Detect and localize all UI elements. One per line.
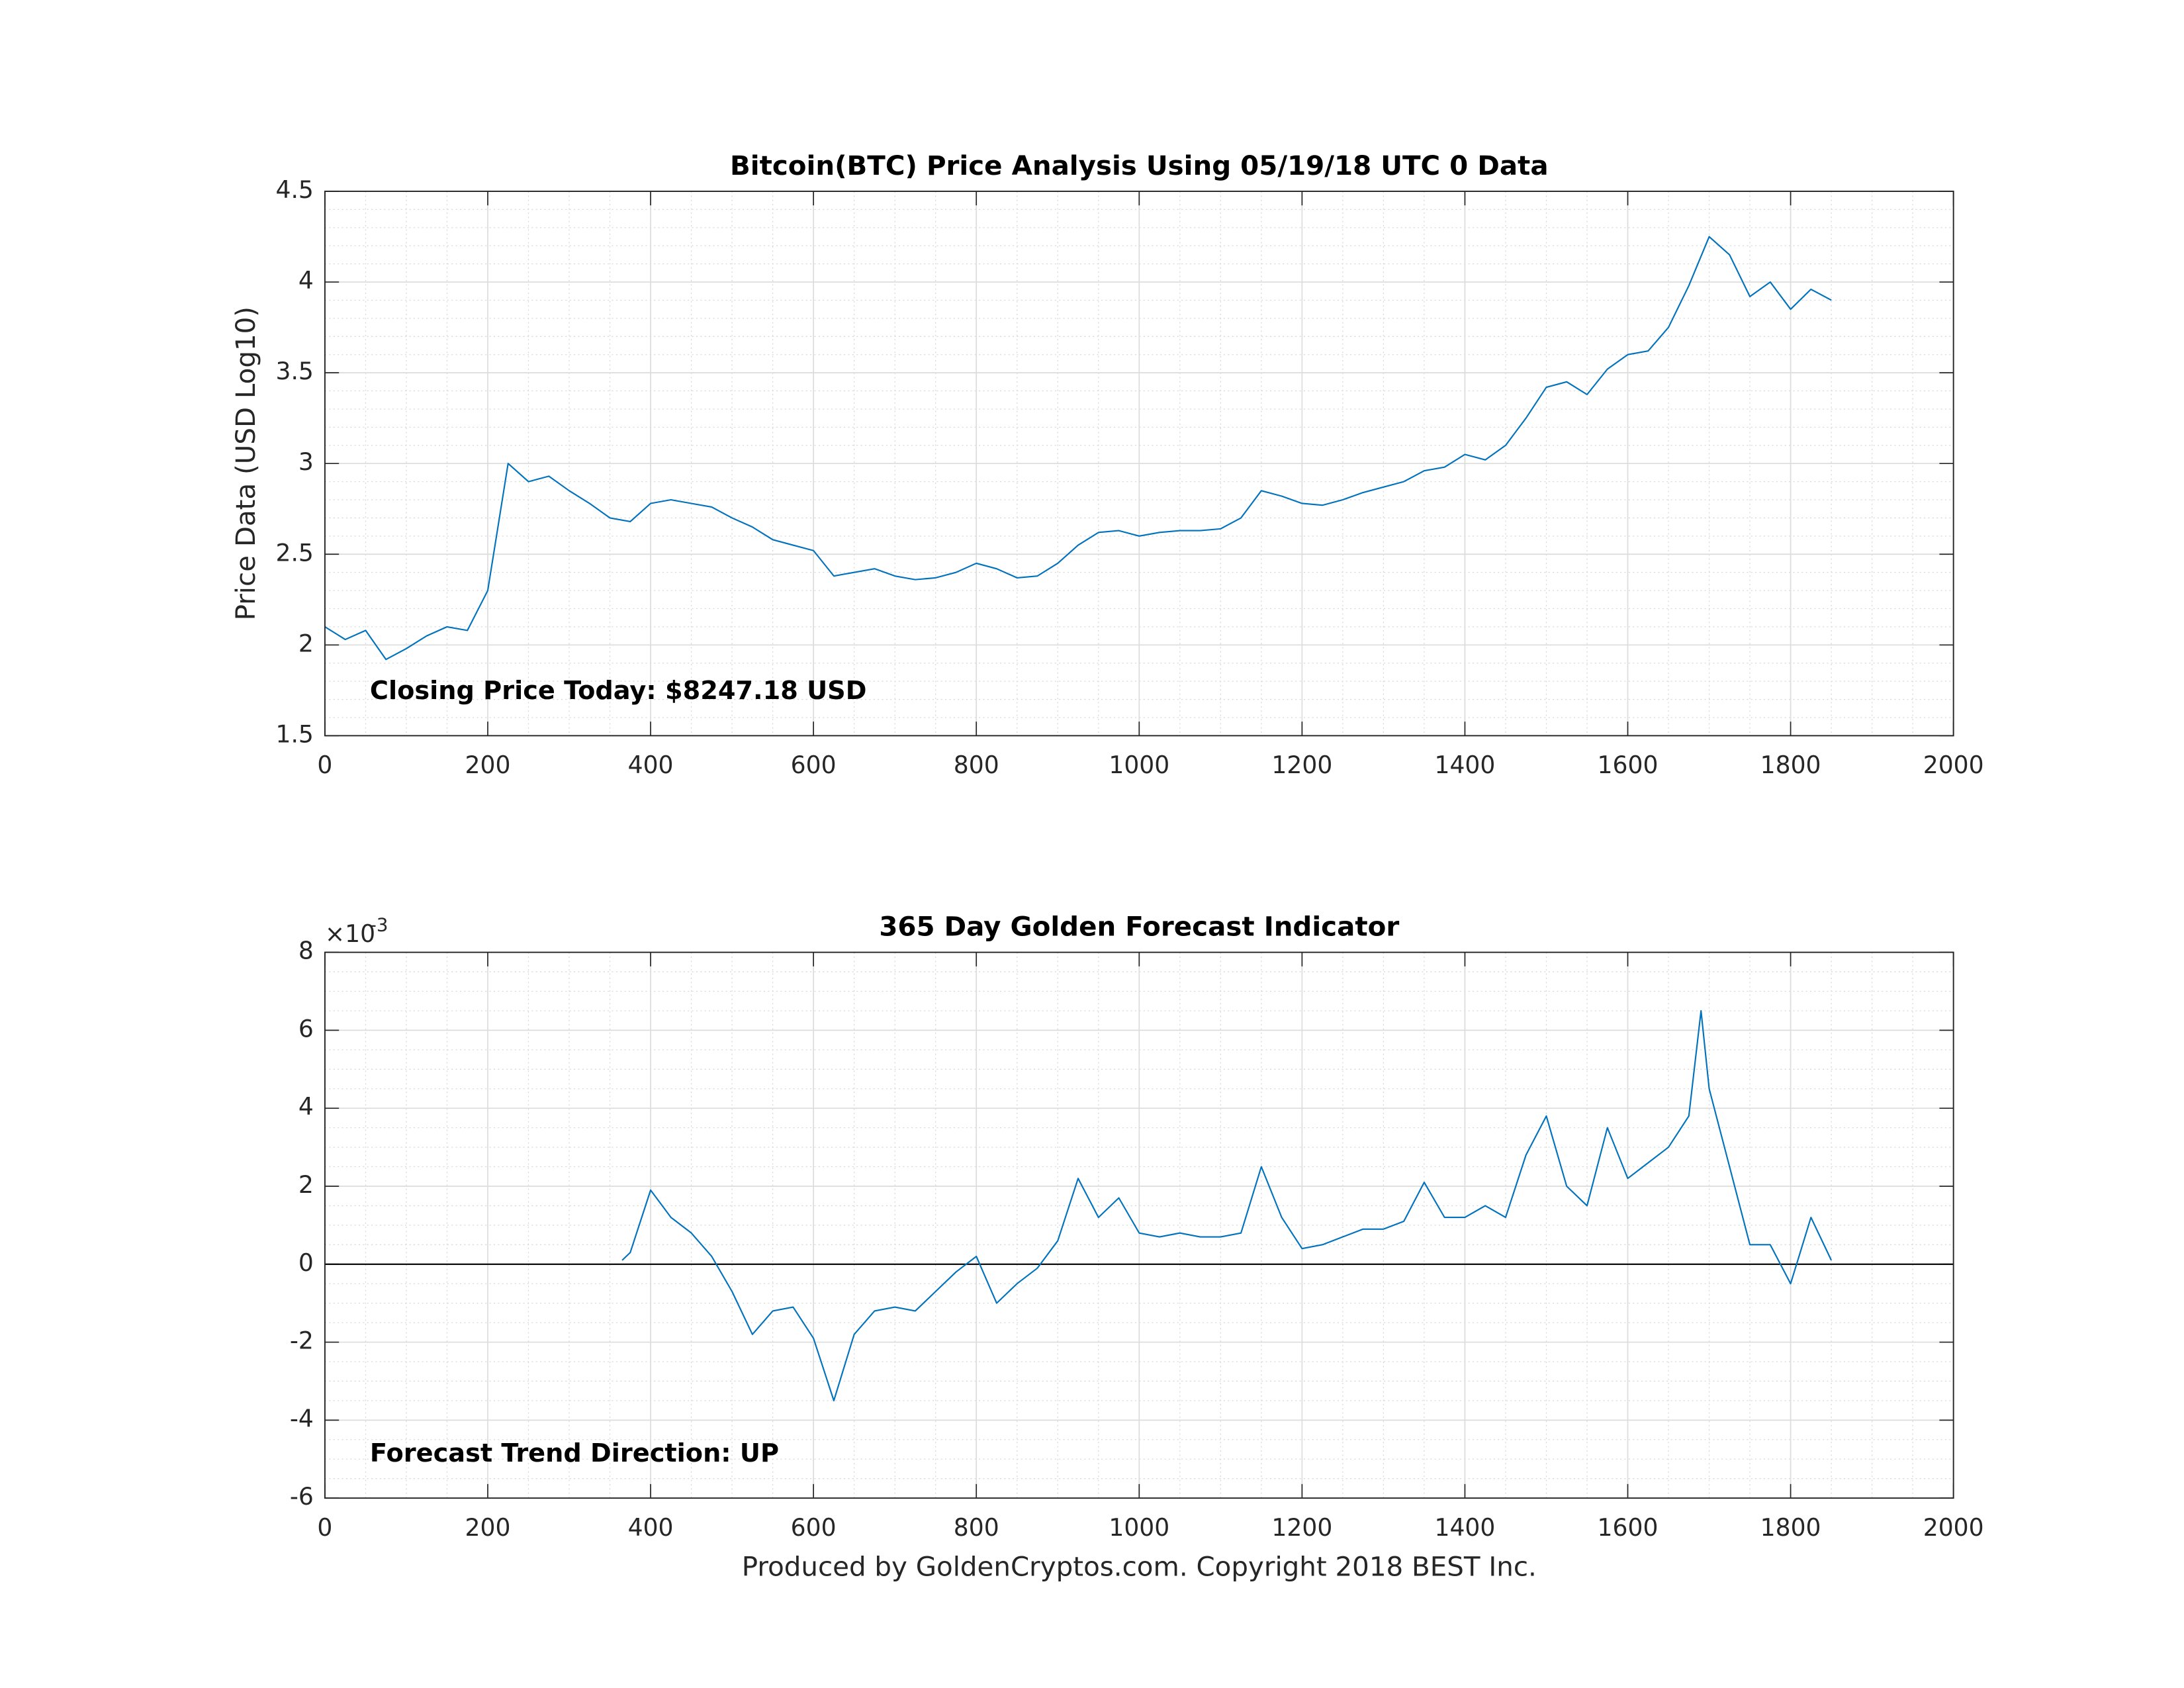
x-tick-label: 2000: [1923, 1513, 1984, 1542]
annotation: Forecast Trend Direction: UP: [370, 1438, 779, 1468]
axes-box: [324, 951, 1954, 1499]
x-tick-label: 0: [317, 1513, 332, 1542]
data-line: [621, 1009, 1833, 1401]
y-tick-label: -2: [290, 1327, 314, 1355]
y-tick-label: 0: [298, 1248, 314, 1277]
x-tick-label: 1600: [1598, 751, 1659, 779]
y-tick-label: 6: [298, 1014, 314, 1043]
x-tick-label: 1800: [1760, 751, 1821, 779]
x-tick-label: 1400: [1434, 1513, 1495, 1542]
y-axis-label: Price Data (USD Log10): [230, 306, 261, 620]
chart-title: Bitcoin(BTC) Price Analysis Using 05/19/…: [730, 150, 1549, 181]
y-tick-label: 3.5: [275, 357, 313, 385]
annotation: Closing Price Today: $8247.18 USD: [370, 676, 867, 706]
x-tick-label: 200: [465, 1513, 511, 1542]
y-tick-label: -6: [290, 1482, 314, 1511]
x-tick-label: 1000: [1109, 751, 1169, 779]
y-tick-label: 8: [298, 937, 314, 965]
y-tick-label: 2: [298, 1170, 314, 1199]
x-tick-label: 400: [628, 751, 674, 779]
x-tick-label: 400: [628, 1513, 674, 1542]
x-tick-label: 200: [465, 751, 511, 779]
chart-title: 365 Day Golden Forecast Indicator: [879, 912, 1399, 943]
y-tick-label: 2.5: [275, 538, 313, 567]
x-tick-label: 2000: [1923, 751, 1984, 779]
x-tick-label: 0: [317, 751, 332, 779]
axis-exponent-base: ×10: [325, 919, 375, 948]
x-tick-label: 1200: [1271, 751, 1332, 779]
axes-box: [324, 191, 1954, 737]
x-tick-label: 800: [954, 1513, 999, 1542]
x-tick-label: 1400: [1434, 751, 1495, 779]
y-tick-label: 4: [298, 1092, 314, 1121]
x-tick-label: 1800: [1760, 1513, 1821, 1542]
x-tick-label: 1200: [1271, 1513, 1332, 1542]
y-tick-label: 4: [298, 266, 314, 295]
y-tick-label: -4: [290, 1404, 314, 1432]
data-line: [324, 236, 1832, 661]
x-tick-label: 1000: [1109, 1513, 1169, 1542]
y-tick-label: 2: [298, 629, 314, 657]
x-tick-label: 600: [791, 751, 837, 779]
y-tick-label: 4.5: [275, 175, 313, 204]
x-tick-label: 1600: [1598, 1513, 1659, 1542]
x-tick-label: 600: [791, 1513, 837, 1542]
axis-exponent-power: -3: [370, 914, 388, 935]
y-tick-label: 3: [298, 447, 314, 476]
y-tick-label: 1.5: [275, 720, 313, 748]
x-axis-label: Produced by GoldenCryptos.com. Copyright…: [742, 1551, 1537, 1582]
x-tick-label: 800: [954, 751, 999, 779]
